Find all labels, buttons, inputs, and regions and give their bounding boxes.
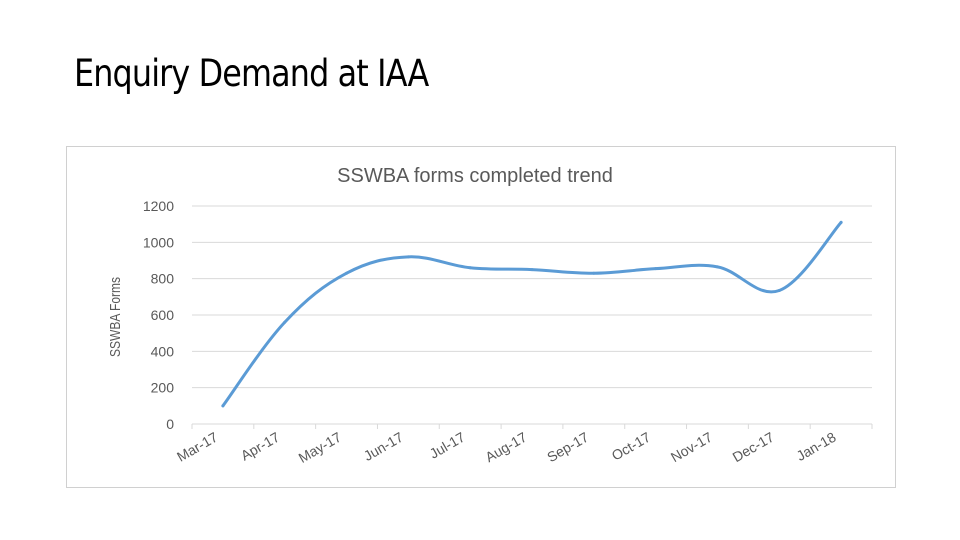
y-tick-label: 200: [151, 380, 175, 396]
series-line: [221, 220, 843, 408]
data-point: [839, 220, 843, 224]
x-tick-label: Apr-17: [238, 429, 283, 464]
data-point: [221, 404, 225, 408]
x-tick-label: May-17: [296, 429, 345, 466]
data-point: [592, 271, 596, 275]
chart-frame: SSWBA forms completed trend SSWBA Forms …: [66, 146, 896, 488]
x-tick-label: Jan-18: [794, 429, 839, 464]
page-title: Enquiry Demand at IAA: [74, 52, 429, 95]
y-axis-label: SSWBA Forms: [107, 277, 124, 357]
x-tick-label: Mar-17: [174, 429, 221, 465]
x-tick-label: Dec-17: [730, 429, 777, 466]
y-tick-labels: 0 200 400 600 800 1000 1200: [143, 198, 174, 432]
x-tick-label: Oct-17: [609, 429, 654, 464]
data-point: [777, 288, 781, 292]
x-tick-label: Jul-17: [427, 429, 468, 462]
data-point: [406, 255, 410, 259]
gridlines: [191, 205, 873, 429]
data-point: [468, 266, 472, 270]
line-chart: SSWBA forms completed trend SSWBA Forms …: [107, 165, 873, 466]
y-tick-label: 400: [151, 343, 175, 359]
chart-title: SSWBA forms completed trend: [337, 165, 613, 187]
y-tick-label: 800: [151, 271, 175, 287]
y-tick-label: 0: [166, 416, 174, 432]
x-tick-label: Nov-17: [668, 429, 715, 466]
x-tick-label: Sep-17: [544, 429, 591, 466]
x-tick-label: Jun-17: [361, 429, 406, 464]
series-layer: [221, 220, 843, 408]
data-point: [530, 268, 534, 272]
y-tick-label: 600: [151, 307, 175, 323]
x-tick-labels: Mar-17 Apr-17 May-17 Jun-17 Jul-17 Aug-17 Sep-…: [174, 429, 839, 466]
y-tick-label: 1000: [143, 234, 174, 250]
data-point: [715, 265, 719, 269]
data-point: [283, 320, 287, 324]
x-tick-label: Aug-17: [482, 429, 529, 466]
data-point: [654, 267, 658, 271]
data-point: [345, 271, 349, 275]
y-tick-label: 1200: [143, 198, 174, 214]
